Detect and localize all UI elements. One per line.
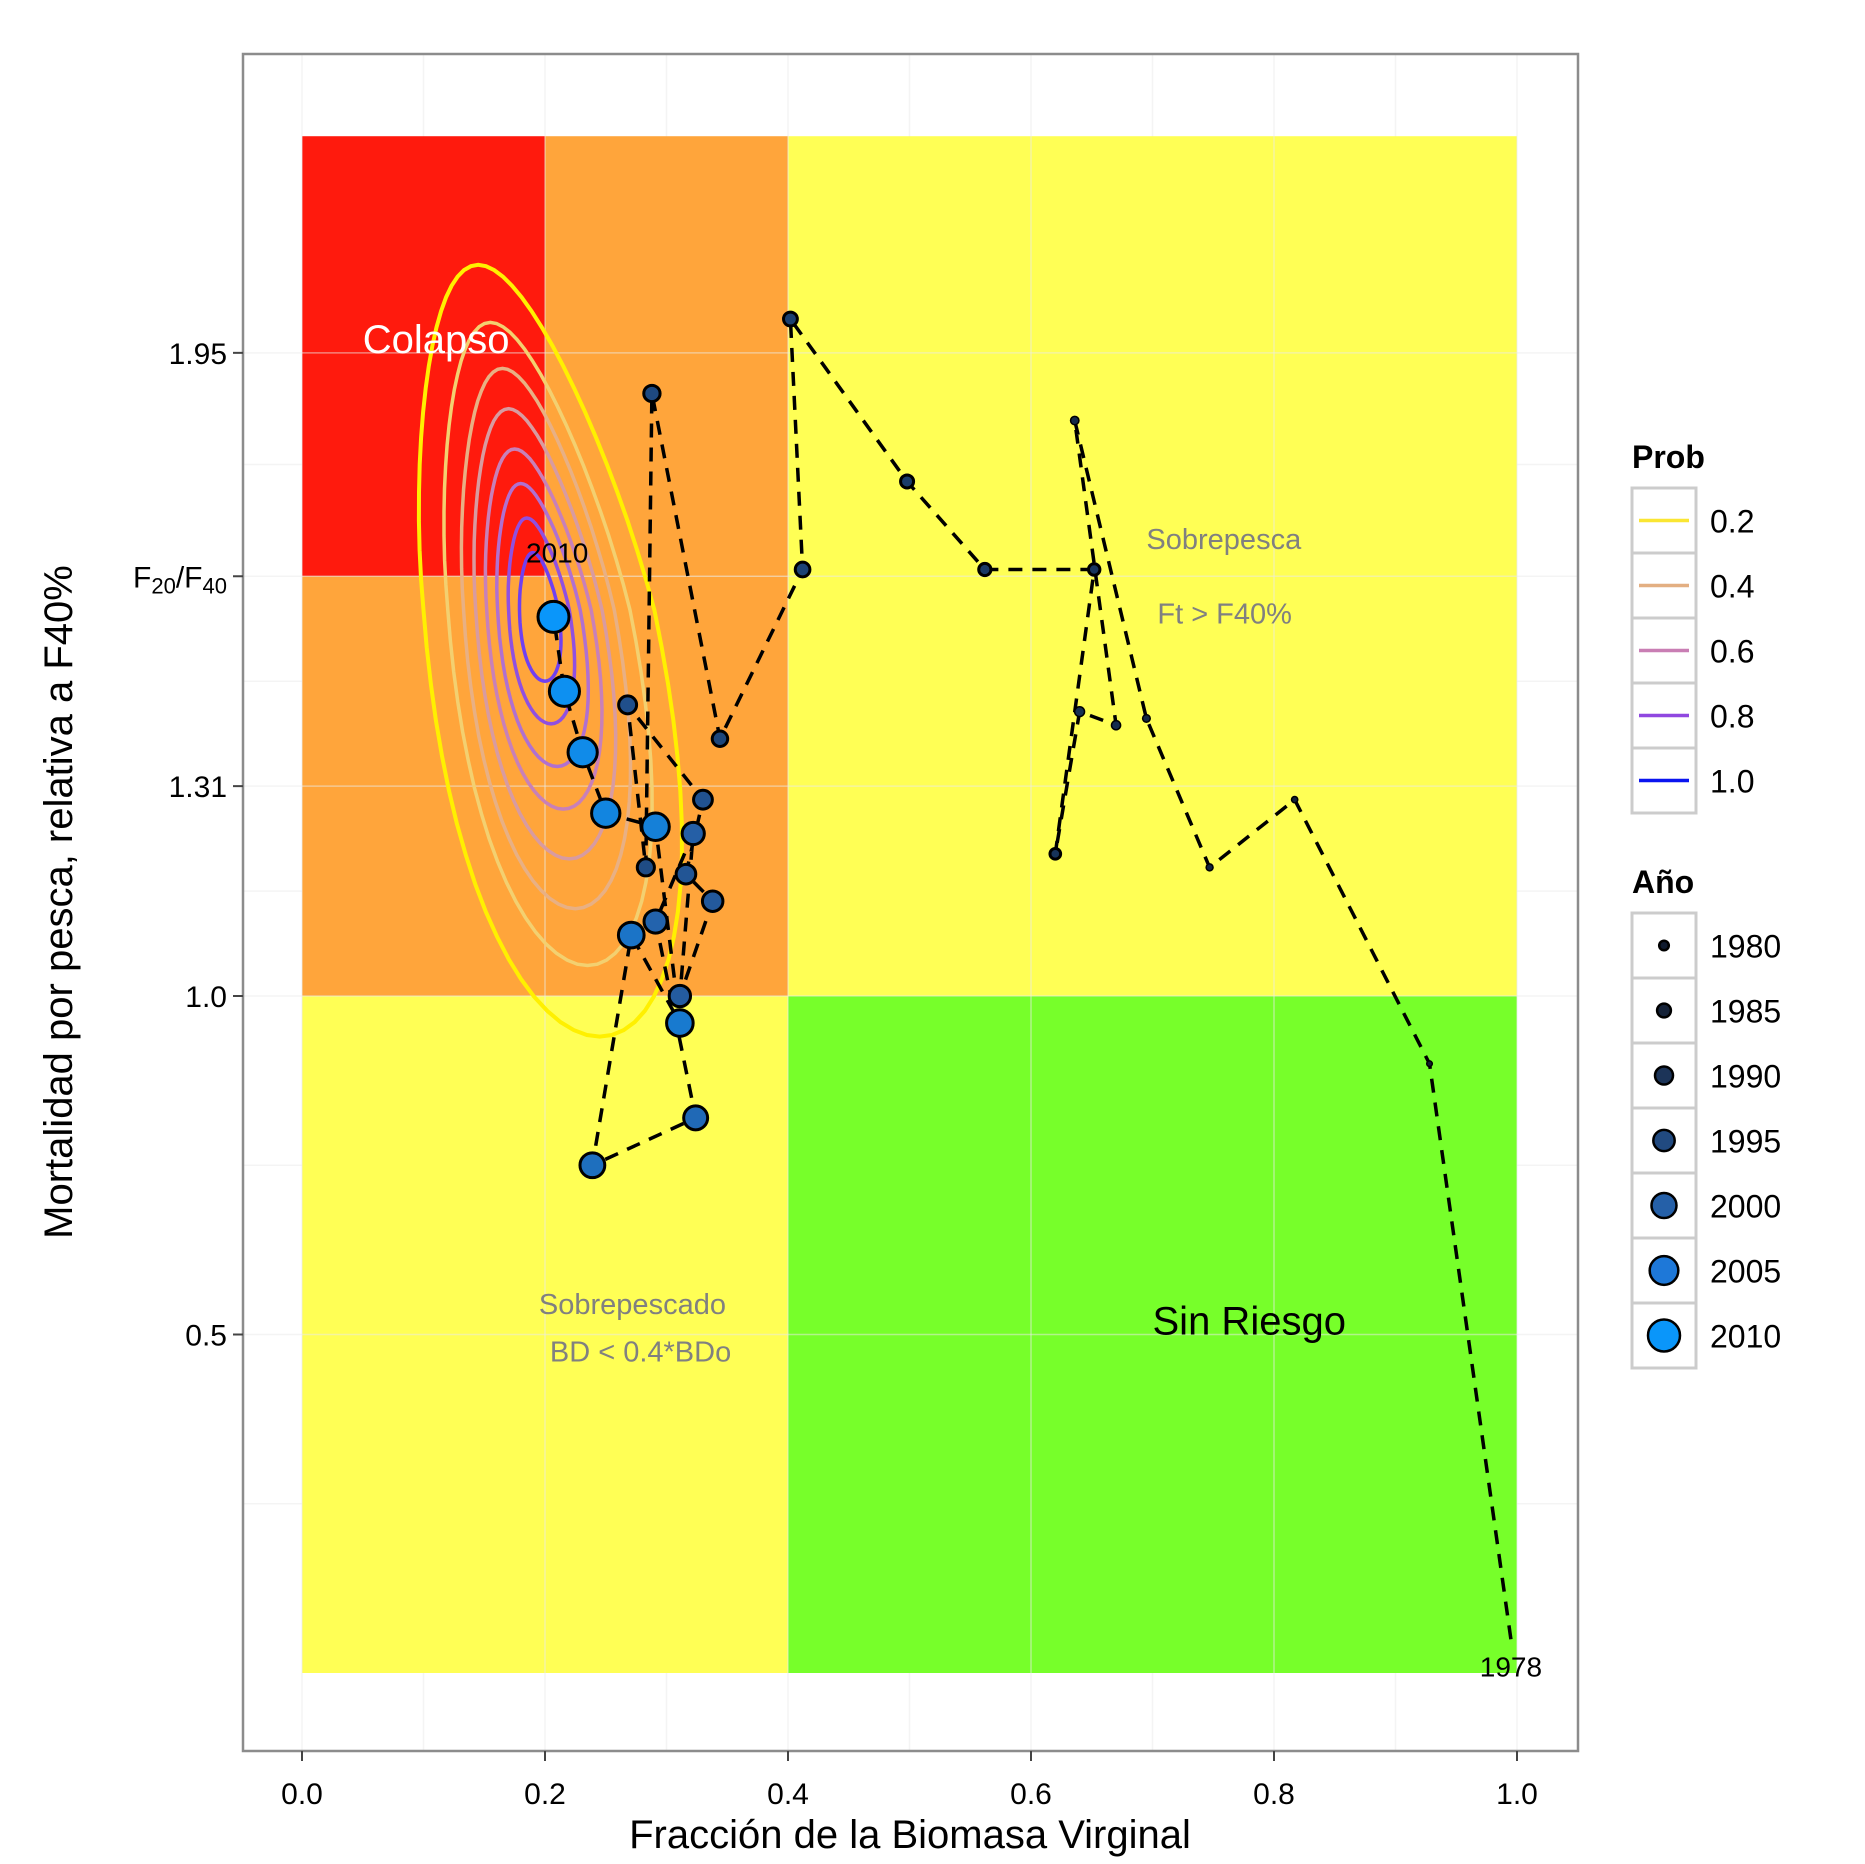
legend-point-swatch: [1648, 1254, 1680, 1287]
legend-point-swatch: [1646, 1318, 1682, 1353]
sobrepesca-label-2: Ft > F40%: [1157, 599, 1292, 631]
y-tick-label: 0.5: [185, 1320, 227, 1353]
point-1987: [1086, 562, 1102, 577]
contour-line: [459, 366, 633, 911]
year-2010-label: 2010: [526, 538, 588, 569]
y-axis: 0.5 1.0 1.31 F20/F40 1.95: [133, 338, 243, 1353]
point-2001: [642, 908, 669, 935]
point-2002: [682, 1104, 710, 1132]
legend-item-label: 1980: [1710, 929, 1781, 965]
point-1982: [1141, 713, 1151, 723]
x-axis-title: Fracción de la Biomasa Virginal: [629, 1813, 1191, 1857]
legend-point-swatch: [1653, 1065, 1675, 1086]
x-tick-label: 0.8: [1253, 1778, 1295, 1811]
annotations: Colapso Sobrepesca Ft > F40% Sobrepescado BD…: [363, 318, 1542, 1683]
point-1994: [635, 857, 656, 878]
point-1999: [667, 983, 693, 1009]
legend-item-label: 2000: [1710, 1189, 1781, 1225]
point-2006: [640, 811, 671, 842]
legend-title: Prob: [1632, 439, 1705, 475]
sobrepescado-label-1: Sobrepescado: [539, 1289, 726, 1321]
sin-riesgo-label: Sin Riesgo: [1153, 1300, 1346, 1344]
legend-item-label: 0.4: [1710, 569, 1754, 605]
legend-item-label: 0.8: [1710, 699, 1754, 735]
year-1978-label: 1978: [1480, 1651, 1542, 1682]
legend-point-swatch: [1655, 1002, 1673, 1019]
legend-point-swatch: [1650, 1191, 1678, 1220]
point-2003: [578, 1151, 607, 1180]
point-1990: [782, 310, 799, 328]
x-tick-label: 0.4: [767, 1778, 809, 1811]
point-2005: [665, 1008, 695, 1038]
legend-item-label: 1995: [1710, 1124, 1781, 1160]
point-1996: [692, 788, 714, 811]
y-tick-label: 1.95: [169, 338, 227, 371]
point-1986: [1048, 847, 1063, 861]
legend-point-swatch: [1652, 1128, 1676, 1153]
trajectory-points: [536, 310, 1434, 1180]
legend-item-label: 1985: [1710, 994, 1781, 1030]
legend-point-swatch: [1657, 939, 1671, 952]
contour-line: [416, 262, 684, 1039]
point-1985: [1073, 705, 1086, 718]
legend-item-label: 0.6: [1710, 634, 1754, 670]
sobrepescado-label-2: BD < 0.4*BDo: [550, 1337, 731, 1369]
point-1981: [1205, 863, 1214, 872]
point-1984: [1110, 719, 1122, 731]
point-1983: [1069, 415, 1080, 426]
point-2007: [590, 797, 622, 829]
y-axis-title: Mortalidad por pesca, relativa a F40%: [37, 565, 81, 1239]
legend-year: Año 1980 1985 1990 1995 2000 2005 2010: [1630, 864, 1781, 1370]
contour-line: [442, 320, 654, 968]
zone-orange-top: [545, 136, 788, 577]
point-1988: [977, 561, 993, 578]
x-tick-label: 0.2: [524, 1778, 566, 1811]
point-1979: [1425, 1060, 1434, 1068]
point-2010: [536, 599, 571, 634]
contour-line: [483, 447, 604, 811]
point-1993: [642, 383, 662, 404]
legend-item-label: 1.0: [1710, 764, 1754, 800]
zone-sobrepesca: [788, 136, 1517, 996]
y-tick-label: F20/F40: [133, 561, 227, 598]
plot-panel-border: [241, 52, 1580, 1753]
point-1997: [674, 862, 698, 886]
point-2004: [616, 920, 646, 950]
point-2000: [680, 820, 706, 847]
colapso-label: Colapso: [363, 318, 510, 362]
point-1992: [710, 729, 730, 748]
x-tick-label: 0.6: [1010, 1778, 1052, 1811]
y-tick-label: 1.31: [169, 771, 227, 804]
point-1995: [617, 694, 639, 716]
x-tick-label: 1.0: [1496, 1778, 1538, 1811]
point-2009: [547, 674, 581, 708]
y-tick-label: 1.0: [185, 981, 227, 1014]
legend-item-label: 2005: [1710, 1254, 1781, 1290]
legend-item-label: 2010: [1710, 1319, 1781, 1355]
point-1991: [793, 560, 812, 579]
point-1998: [700, 889, 725, 913]
point-1980: [1290, 795, 1299, 804]
contour-line: [517, 550, 563, 683]
sobrepesca-label-1: Sobrepesca: [1146, 524, 1302, 556]
point-1989: [899, 473, 916, 490]
legend-title: Año: [1632, 864, 1694, 900]
legend-item-label: 1990: [1710, 1059, 1781, 1095]
legend-item-label: 0.2: [1710, 504, 1754, 540]
x-axis: 0.0 0.2 0.4 0.6 0.8 1.0: [281, 1751, 1538, 1811]
x-tick-label: 0.0: [281, 1778, 323, 1811]
point-2008: [566, 736, 599, 769]
